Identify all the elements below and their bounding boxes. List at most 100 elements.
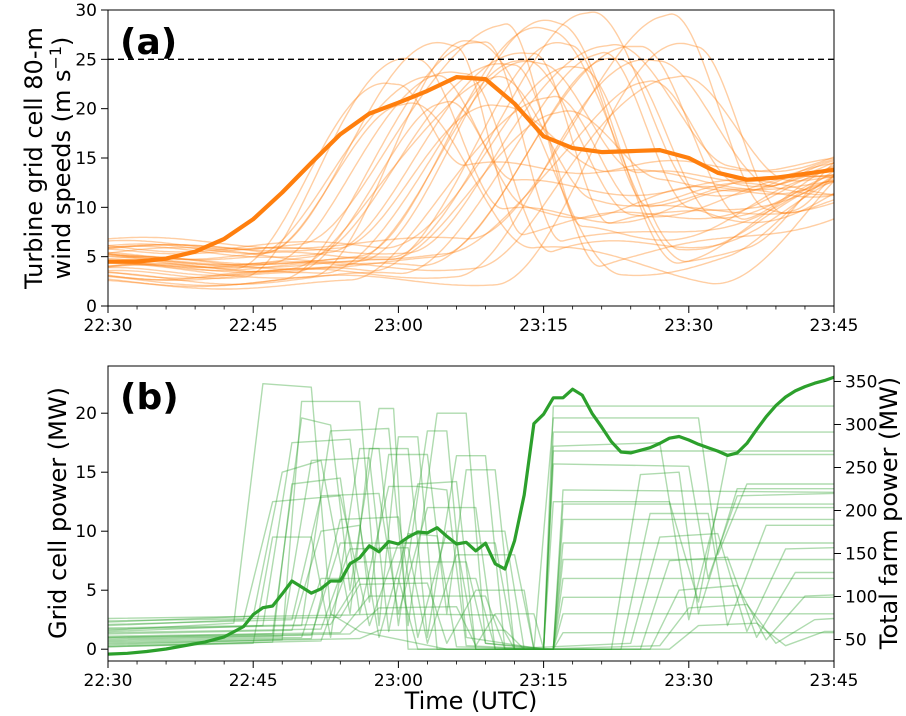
right-y-tick-label: 50 [845, 630, 867, 650]
x-tick-label: 23:15 [519, 671, 568, 691]
wind-speed-member-line [108, 26, 834, 266]
right-y-tick-label: 200 [845, 501, 877, 521]
grid-cell-power-member-line [108, 430, 834, 650]
right-y-tick-label: 150 [845, 544, 877, 564]
wind-speed-member-line [108, 45, 834, 270]
wind-speed-member-line [108, 100, 834, 281]
grid-cell-power-member-line [108, 412, 834, 650]
panel-a-x-ticks: 22:30 22:45 23:00 23:15 23:30 23:45 [84, 306, 859, 336]
grid-cell-power-member-line [108, 595, 834, 650]
wind-speed-member-line [108, 110, 834, 269]
y-tick-label: 5 [86, 248, 97, 268]
y-tick-label: 0 [86, 297, 97, 317]
y-tick-label: 0 [86, 640, 97, 660]
x-tick-label: 23:00 [374, 316, 423, 336]
right-y-tick-label: 250 [845, 458, 877, 478]
grid-cell-power-member-lines [108, 383, 834, 650]
wind-speed-member-line [108, 59, 834, 281]
panel-b-label: (b) [120, 377, 179, 418]
mean-wind-speed-line [108, 75, 834, 264]
grid-cell-power-member-line [108, 489, 834, 650]
grid-cell-power-member-line [108, 542, 834, 650]
panel-a-y-ticks: 0 5 10 15 20 25 30 [75, 1, 108, 317]
grid-cell-power-member-line [108, 492, 834, 650]
grid-cell-power-member-line [108, 383, 834, 650]
wind-speed-member-line [108, 65, 834, 253]
wind-speed-member-line [108, 41, 834, 255]
wind-speed-member-line [108, 102, 834, 285]
wind-speed-member-line [108, 41, 834, 288]
grid-cell-power-member-line [108, 613, 834, 650]
panel-b-x-ticks: 22:30 22:45 23:00 23:15 23:30 23:45 [84, 661, 859, 691]
grid-cell-power-member-line [108, 463, 834, 650]
x-tick-label: 23:30 [664, 671, 713, 691]
grid-cell-power-member-line [108, 558, 834, 650]
wind-speed-member-line [108, 57, 834, 273]
grid-cell-power-member-line [108, 582, 834, 650]
y-tick-label: 15 [75, 463, 97, 483]
grid-cell-power-member-line [108, 400, 834, 650]
y-tick-label: 10 [75, 198, 97, 218]
y-tick-label: 15 [75, 149, 97, 169]
y-tick-label: 30 [75, 1, 97, 21]
y-tick-label: 5 [86, 581, 97, 601]
x-tick-label: 22:45 [229, 671, 278, 691]
panel-a-y-axis-label-line2: wind speeds (m s−1) [46, 37, 77, 280]
grid-cell-power-member-line [108, 547, 834, 650]
x-tick-label: 22:30 [84, 316, 133, 336]
wind-speed-member-line [108, 40, 834, 279]
grid-cell-power-member-line [108, 606, 834, 650]
wind-speed-member-line [108, 23, 834, 250]
panel-b-y-ticks: 0 5 10 15 20 [75, 404, 108, 660]
grid-cell-power-member-line [108, 447, 834, 650]
right-y-tick-label: 100 [845, 587, 877, 607]
panel-b-right-y-axis-label: Total farm power (MW) [875, 377, 903, 650]
wind-speed-member-line [108, 75, 834, 273]
panel-b-frame [107, 365, 835, 662]
wind-speed-member-line [108, 44, 834, 255]
x-tick-label: 23:30 [664, 316, 713, 336]
wind-speed-member-line [108, 58, 834, 279]
wind-speed-member-line [108, 51, 834, 285]
wind-speed-member-line [108, 42, 834, 287]
right-y-tick-label: 300 [845, 415, 877, 435]
x-tick-label: 23:15 [519, 316, 568, 336]
panel-b-x-axis-label: Time (UTC) [404, 687, 538, 715]
right-y-tick-label: 350 [845, 372, 877, 392]
grid-cell-power-member-line [108, 629, 834, 650]
x-tick-label: 23:00 [374, 671, 423, 691]
wind-speed-member-line [108, 74, 834, 261]
grid-cell-power-member-line [108, 577, 834, 650]
wind-speed-member-line [108, 60, 834, 268]
wind-speed-member-line [108, 75, 834, 272]
wind-speed-member-line [108, 80, 834, 260]
wind-speed-member-line [108, 71, 834, 269]
x-tick-label: 22:45 [229, 316, 278, 336]
grid-cell-power-member-line [108, 457, 834, 650]
panel-a-label: (a) [120, 22, 177, 63]
wind-speed-member-line [108, 95, 834, 290]
wind-speed-member-line [108, 13, 834, 250]
total-farm-power-line [108, 375, 834, 656]
wind-speed-member-line [108, 42, 834, 277]
wind-speed-member-line [108, 19, 834, 264]
wind-speed-member-line [108, 62, 834, 268]
panel-b-right-y-ticks: 50 100 150 200 250 300 350 [834, 372, 877, 650]
y-tick-label: 20 [75, 404, 97, 424]
x-tick-label: 22:30 [84, 671, 133, 691]
wind-speed-member-line [108, 11, 834, 265]
y-tick-label: 25 [75, 50, 97, 70]
grid-cell-power-member-line [108, 503, 834, 650]
x-tick-label: 23:45 [810, 671, 859, 691]
panel-a: 22:30 22:45 23:00 23:15 23:30 23:45 0 5 10 15 20 2… [20, 1, 859, 336]
wind-speed-member-line [108, 57, 834, 280]
grid-cell-power-member-line [108, 407, 834, 650]
grid-cell-power-member-line [108, 438, 834, 650]
x-tick-label: 23:45 [810, 316, 859, 336]
panel-a-y-axis-label-line1: Turbine grid cell 80-m [20, 27, 48, 290]
panel-b: 22:30 22:45 23:00 23:15 23:30 23:45 05101520 … [44, 365, 903, 715]
wind-speed-member-line [108, 104, 834, 252]
y-tick-label: 20 [75, 100, 97, 120]
panel-b-y-axis-label: Grid cell power (MW) [44, 387, 72, 639]
